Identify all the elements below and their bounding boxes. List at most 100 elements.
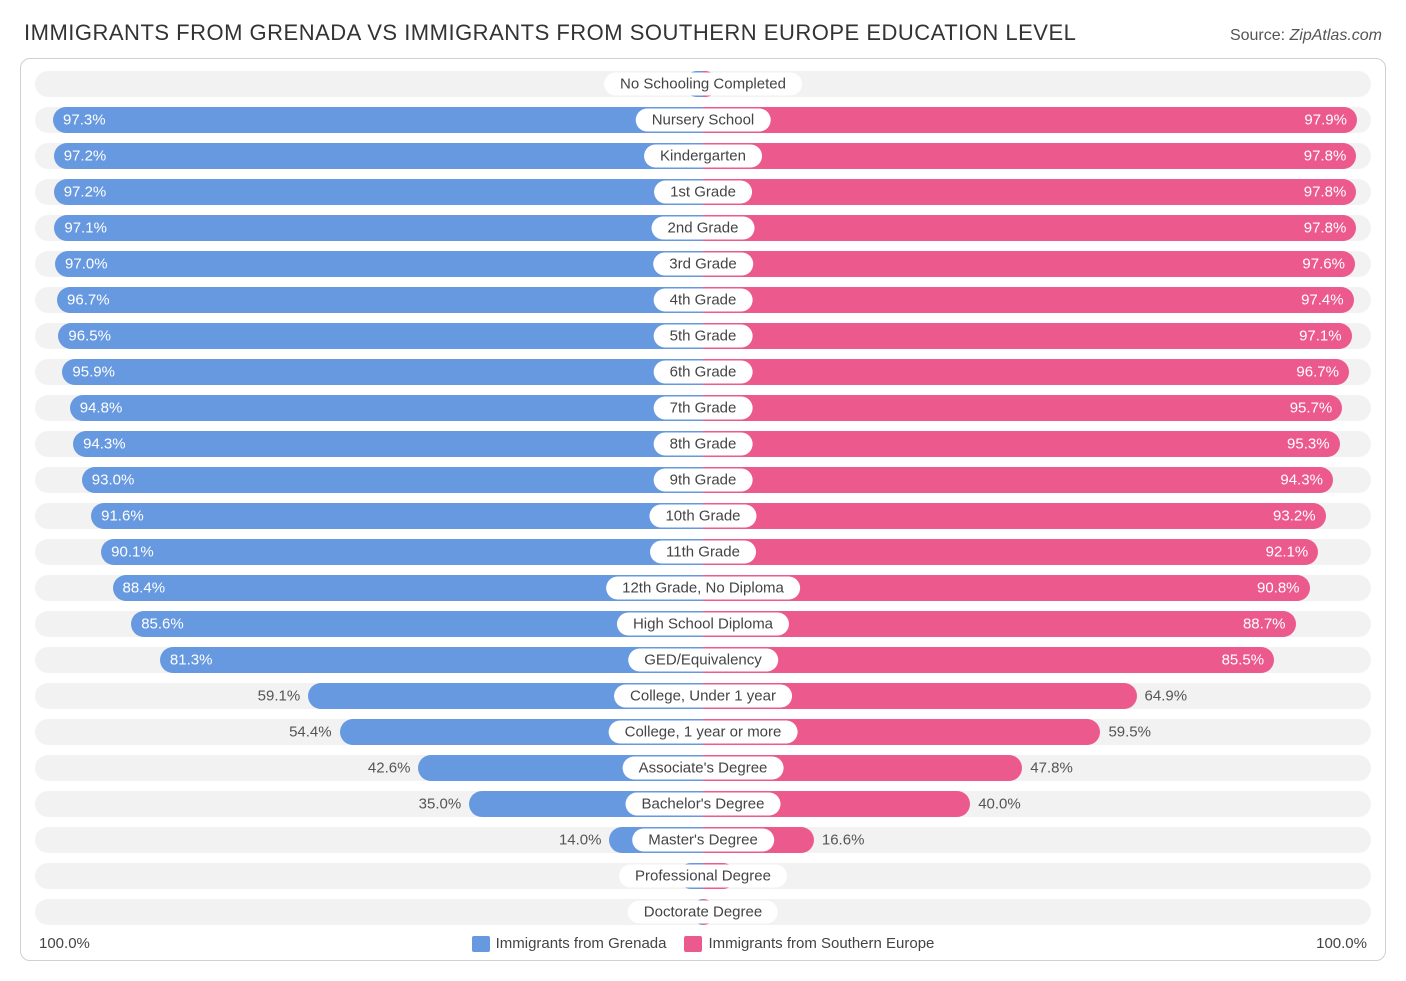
bar-right: 92.1% (703, 539, 1318, 565)
value-left: 88.4% (123, 580, 166, 597)
bar-right: 97.8% (703, 179, 1356, 205)
row-left-half: 96.7% (35, 287, 703, 313)
bar-right: 96.7% (703, 359, 1349, 385)
row-right-half: 90.8% (703, 575, 1371, 601)
value-right: 59.5% (1108, 724, 1151, 741)
row-category-label: Doctorate Degree (628, 901, 778, 924)
row-right-half: 93.2% (703, 503, 1371, 529)
value-right: 95.3% (1287, 436, 1330, 453)
bar-right: 88.7% (703, 611, 1296, 637)
value-right: 97.8% (1304, 184, 1347, 201)
value-right: 64.9% (1145, 688, 1188, 705)
value-right: 88.7% (1243, 616, 1286, 633)
row-right-half: 95.3% (703, 431, 1371, 457)
row-category-label: 12th Grade, No Diploma (606, 577, 800, 600)
axis-left-label: 100.0% (39, 935, 90, 952)
value-left: 81.3% (170, 652, 213, 669)
bar-left: 97.1% (54, 215, 703, 241)
row-right-half: 96.7% (703, 359, 1371, 385)
chart-row: 97.3%97.9%Nursery School (35, 107, 1371, 133)
row-category-label: Kindergarten (644, 145, 762, 168)
value-left: 35.0% (419, 796, 462, 813)
value-right: 97.9% (1304, 112, 1347, 129)
bar-left: 94.8% (70, 395, 703, 421)
row-left-half: 54.4% (35, 719, 703, 745)
bar-right: 95.3% (703, 431, 1340, 457)
row-right-half: 92.1% (703, 539, 1371, 565)
value-right: 85.5% (1222, 652, 1265, 669)
row-category-label: Master's Degree (632, 829, 774, 852)
value-left: 94.3% (83, 436, 126, 453)
value-right: 94.3% (1280, 472, 1323, 489)
chart-source: Source: ZipAtlas.com (1230, 27, 1382, 45)
chart-row: 97.1%97.8%2nd Grade (35, 215, 1371, 241)
value-left: 42.6% (368, 760, 411, 777)
value-left: 97.2% (64, 148, 107, 165)
bar-left: 97.2% (54, 143, 703, 169)
row-left-half: 88.4% (35, 575, 703, 601)
row-right-half: 97.8% (703, 179, 1371, 205)
row-category-label: Bachelor's Degree (626, 793, 781, 816)
value-right: 95.7% (1290, 400, 1333, 417)
bar-right: 95.7% (703, 395, 1342, 421)
bar-left: 93.0% (82, 467, 703, 493)
legend-swatch-left (472, 936, 490, 952)
bar-right: 94.3% (703, 467, 1333, 493)
value-right: 97.1% (1299, 328, 1342, 345)
row-category-label: 7th Grade (654, 397, 753, 420)
row-category-label: GED/Equivalency (628, 649, 778, 672)
chart-row: 97.0%97.6%3rd Grade (35, 251, 1371, 277)
row-right-half: 97.9% (703, 107, 1371, 133)
row-category-label: 3rd Grade (653, 253, 753, 276)
value-left: 97.2% (64, 184, 107, 201)
source-label: Source: (1230, 27, 1285, 44)
axis-right-label: 100.0% (1316, 935, 1367, 952)
value-right: 90.8% (1257, 580, 1300, 597)
chart-row: 88.4% 90.8% 12th Grade, No Diploma (35, 575, 1371, 601)
row-left-half: 96.5% (35, 323, 703, 349)
value-left: 94.8% (80, 400, 123, 417)
chart-row: 59.1%64.9%College, Under 1 year (35, 683, 1371, 709)
chart-row: 94.3%95.3%8th Grade (35, 431, 1371, 457)
bar-left: 97.2% (54, 179, 703, 205)
row-right-half: 97.8% (703, 143, 1371, 169)
chart-row: 95.9%96.7%6th Grade (35, 359, 1371, 385)
bar-right: 97.6% (703, 251, 1355, 277)
value-left: 59.1% (258, 688, 301, 705)
chart-footer: 100.0% Immigrants from Grenada Immigrant… (35, 935, 1371, 952)
row-right-half: 40.0% (703, 791, 1371, 817)
row-right-half: 2.0% (703, 899, 1371, 925)
chart-legend: Immigrants from Grenada Immigrants from … (472, 935, 935, 952)
bar-right: 97.1% (703, 323, 1352, 349)
bar-left: 81.3% (160, 647, 703, 673)
value-left: 85.6% (141, 616, 184, 633)
chart-row: 2.8%2.2%No Schooling Completed (35, 71, 1371, 97)
row-left-half: 97.2% (35, 179, 703, 205)
row-left-half: 42.6% (35, 755, 703, 781)
row-category-label: 4th Grade (654, 289, 753, 312)
bar-right: 93.2% (703, 503, 1326, 529)
chart-row: 35.0% 40.0%Bachelor's Degree (35, 791, 1371, 817)
bar-right: 97.8% (703, 215, 1356, 241)
value-left: 97.3% (63, 112, 106, 129)
row-category-label: 10th Grade (649, 505, 756, 528)
row-category-label: No Schooling Completed (604, 73, 802, 96)
chart-row: 85.6%88.7%High School Diploma (35, 611, 1371, 637)
bar-left: 96.7% (57, 287, 703, 313)
value-right: 97.8% (1304, 148, 1347, 165)
row-left-half: 97.1% (35, 215, 703, 241)
row-right-half: 97.8% (703, 215, 1371, 241)
row-category-label: Professional Degree (619, 865, 787, 888)
chart-row: 96.5%97.1%5th Grade (35, 323, 1371, 349)
row-right-half: 97.6% (703, 251, 1371, 277)
row-right-half: 2.2% (703, 71, 1371, 97)
row-left-half: 85.6% (35, 611, 703, 637)
value-right: 96.7% (1296, 364, 1339, 381)
row-left-half: 3.7% (35, 863, 703, 889)
value-left: 90.1% (111, 544, 154, 561)
bar-right: 97.4% (703, 287, 1354, 313)
chart-row: 1.4%2.0%Doctorate Degree (35, 899, 1371, 925)
bar-left: 94.3% (73, 431, 703, 457)
row-category-label: 2nd Grade (652, 217, 755, 240)
value-right: 47.8% (1030, 760, 1073, 777)
